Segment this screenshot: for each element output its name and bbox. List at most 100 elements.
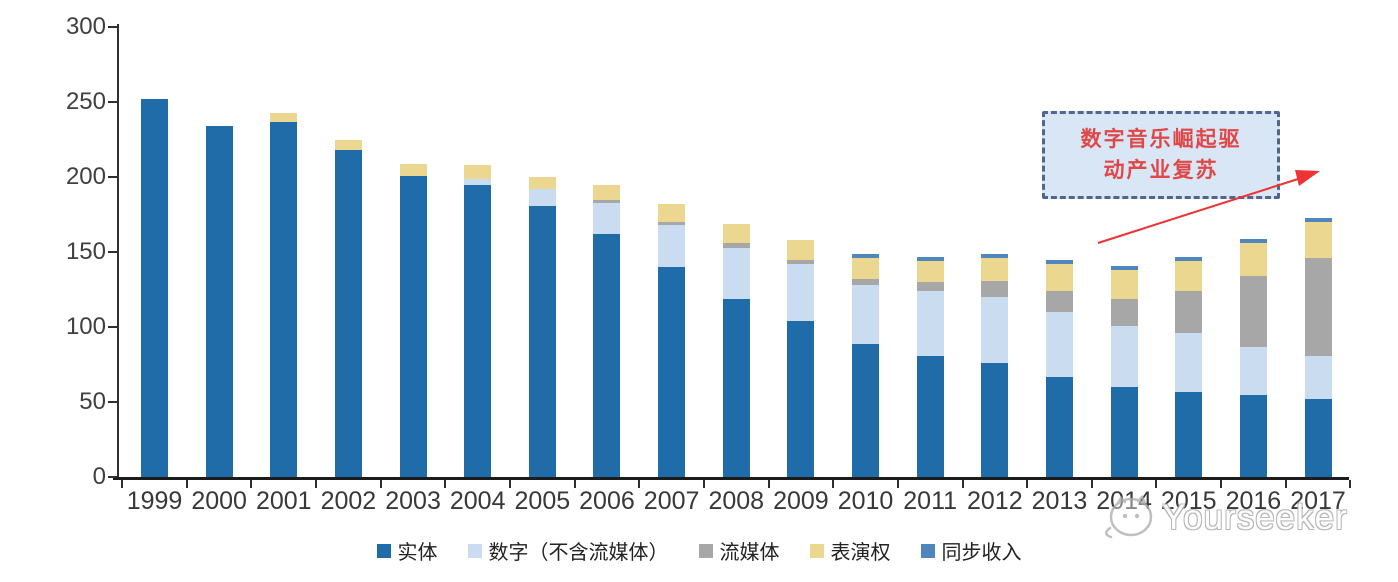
legend-swatch-performance — [809, 543, 824, 558]
bar-segment-streaming — [787, 259, 815, 264]
bar-segment-performance — [1239, 243, 1267, 276]
bar-segment-streaming — [1175, 291, 1203, 333]
bar-segment-performance — [981, 258, 1009, 281]
bar-segment-performance — [1304, 222, 1332, 258]
x-axis-tick — [315, 480, 318, 488]
x-axis-tick — [1220, 480, 1223, 488]
bar-segment-streaming — [1045, 291, 1073, 312]
x-tick-label: 2013 — [1031, 487, 1088, 515]
x-tick-label: 2000 — [191, 487, 247, 515]
bar-segment-performance — [1110, 270, 1138, 299]
bar-segment-performance — [528, 177, 556, 189]
bar-segment-physical — [1045, 376, 1073, 477]
bar-segment-performance — [464, 165, 492, 179]
x-axis-tick — [1155, 480, 1158, 488]
legend-label-streaming: 流媒体 — [719, 542, 780, 564]
legend-swatch-sync — [920, 543, 935, 558]
x-tick-label: 2005 — [514, 487, 571, 515]
legend-swatch-streaming — [698, 543, 713, 558]
y-tick-label: 100 — [65, 313, 106, 340]
bar-segment-physical — [1239, 394, 1267, 477]
bar-segment-physical — [916, 355, 944, 477]
y-axis-tick — [108, 176, 117, 178]
bar-segment-physical — [1110, 387, 1138, 477]
bar-segment-digital — [1304, 355, 1332, 399]
legend-label-sync: 同步收入 — [941, 542, 1022, 564]
x-axis-tick — [896, 480, 899, 488]
x-tick-label: 2009 — [773, 487, 829, 515]
x-axis-line — [113, 477, 1349, 480]
x-tick-label: 2010 — [837, 487, 894, 515]
bar-segment-streaming — [916, 282, 944, 291]
x-axis-tick — [1349, 480, 1352, 488]
bar-segment-physical — [528, 205, 556, 477]
bar-segment-sync — [916, 256, 944, 261]
bar-segment-physical — [852, 343, 880, 477]
bar-segment-physical — [270, 121, 298, 477]
x-axis-tick — [832, 480, 835, 488]
y-tick-label: 50 — [79, 388, 106, 415]
x-axis-tick — [250, 480, 253, 488]
legend-item-digital: 数字（不含流媒体） — [467, 536, 669, 565]
bar-segment-sync — [1110, 265, 1138, 270]
x-tick-label: 2002 — [320, 487, 377, 515]
x-axis-tick — [121, 480, 124, 488]
bar-segment-streaming — [722, 243, 750, 248]
bar-segment-physical — [399, 175, 427, 477]
bar-segment-streaming — [1304, 258, 1332, 356]
bar-segment-sync — [852, 253, 880, 258]
bar-segment-digital — [528, 189, 556, 206]
y-axis-tick — [108, 251, 117, 253]
bar-segment-physical — [205, 126, 233, 477]
legend-item-streaming: 流媒体 — [698, 536, 780, 565]
y-axis-tick — [108, 476, 117, 478]
bar-segment-streaming — [658, 222, 686, 225]
bar-segment-performance — [399, 163, 427, 176]
bar-segment-digital — [787, 264, 815, 321]
cat-chat-logo-icon — [1105, 494, 1153, 539]
x-axis-tick — [1090, 480, 1093, 488]
bar-segment-digital — [464, 178, 492, 185]
bar-segment-physical — [1304, 399, 1332, 477]
bar-segment-physical — [787, 321, 815, 477]
x-axis-tick — [638, 480, 641, 488]
bar-segment-streaming — [593, 199, 621, 203]
x-tick-label: 2015 — [1160, 487, 1217, 515]
bar-segment-digital — [658, 225, 686, 267]
x-axis-tick — [379, 480, 382, 488]
y-axis-tick — [108, 26, 117, 28]
bar-segment-streaming — [981, 280, 1009, 297]
legend-item-sync: 同步收入 — [920, 536, 1022, 565]
annotation-line-2: 动产业复苏 — [1103, 159, 1219, 182]
bar-segment-digital — [722, 247, 750, 299]
legend-label-physical: 实体 — [397, 542, 438, 564]
x-tick-label: 1999 — [126, 487, 183, 515]
bar-segment-streaming — [852, 279, 880, 285]
bar-segment-performance — [270, 112, 298, 122]
bar-segment-physical — [981, 363, 1009, 477]
legend-swatch-digital — [467, 543, 482, 558]
x-axis-tick — [185, 480, 188, 488]
x-axis-tick — [444, 480, 447, 488]
bar-segment-performance — [787, 240, 815, 260]
y-axis-line — [117, 24, 119, 480]
x-axis-tick — [702, 480, 705, 488]
bar-segment-physical — [593, 234, 621, 477]
bar-segment-physical — [334, 150, 362, 477]
bar-segment-performance — [593, 184, 621, 200]
bar-segment-digital — [593, 202, 621, 234]
watermark: Yourseeker — [1100, 492, 1348, 544]
x-tick-label: 2006 — [579, 487, 635, 515]
bar-segment-physical — [658, 267, 686, 477]
x-tick-label: 2012 — [967, 487, 1023, 515]
bar-segment-digital — [852, 285, 880, 344]
bar-segment-digital — [1045, 312, 1073, 377]
bar-segment-digital — [1239, 346, 1267, 395]
bar-segment-physical — [464, 184, 492, 477]
y-axis-tick — [108, 401, 117, 403]
bar-segment-performance — [658, 204, 686, 222]
x-axis-tick — [573, 480, 576, 488]
bar-segment-performance — [916, 261, 944, 282]
